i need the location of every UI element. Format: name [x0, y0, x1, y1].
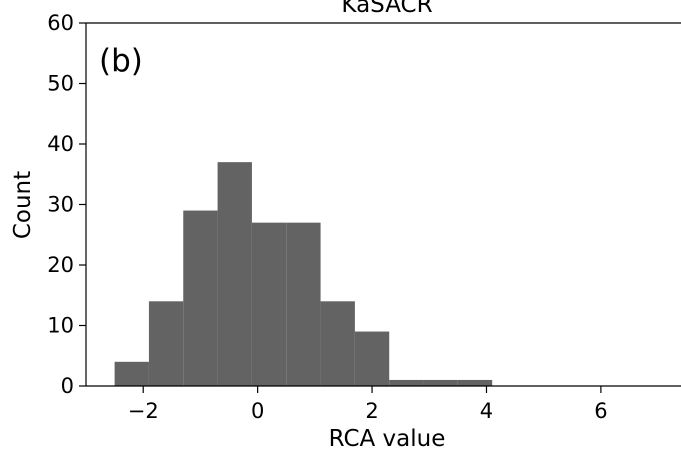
y-tick-label: 40 [47, 132, 74, 156]
x-ticks-group: −2 0 2 4 6 [128, 386, 608, 423]
y-tick-label: 60 [47, 11, 74, 35]
y-tick-label: 0 [61, 374, 74, 398]
histogram-bar [148, 301, 184, 386]
chart-title: KaSACR [341, 0, 432, 18]
y-ticks-group: 0 10 20 30 40 50 60 [47, 11, 86, 398]
x-tick-label: 0 [251, 399, 264, 423]
y-tick-label: 30 [47, 193, 74, 217]
histogram-bar [251, 222, 287, 386]
histogram-bar [457, 379, 493, 386]
y-tick-label: 10 [47, 314, 74, 338]
x-tick-label: −2 [128, 399, 159, 423]
y-tick-label: 20 [47, 253, 74, 277]
histogram-bar [354, 331, 390, 386]
x-tick-label: 6 [594, 399, 607, 423]
y-tick-label: 50 [47, 72, 74, 96]
axes-frame [85, 22, 681, 387]
x-axis-label: RCA value [329, 426, 446, 451]
x-tick-label: 2 [365, 399, 378, 423]
y-axis-label: Count [10, 171, 36, 239]
histogram-bar [114, 361, 149, 386]
histogram-bar [320, 301, 355, 386]
bars-group [114, 162, 493, 386]
x-tick-label: 4 [480, 399, 493, 423]
histogram-bar [217, 162, 252, 386]
histogram-bar [389, 379, 424, 386]
panel-label: (b) [99, 43, 143, 79]
histogram-bar [423, 379, 458, 386]
histogram-bar [286, 222, 321, 386]
histogram-bar [183, 210, 218, 386]
